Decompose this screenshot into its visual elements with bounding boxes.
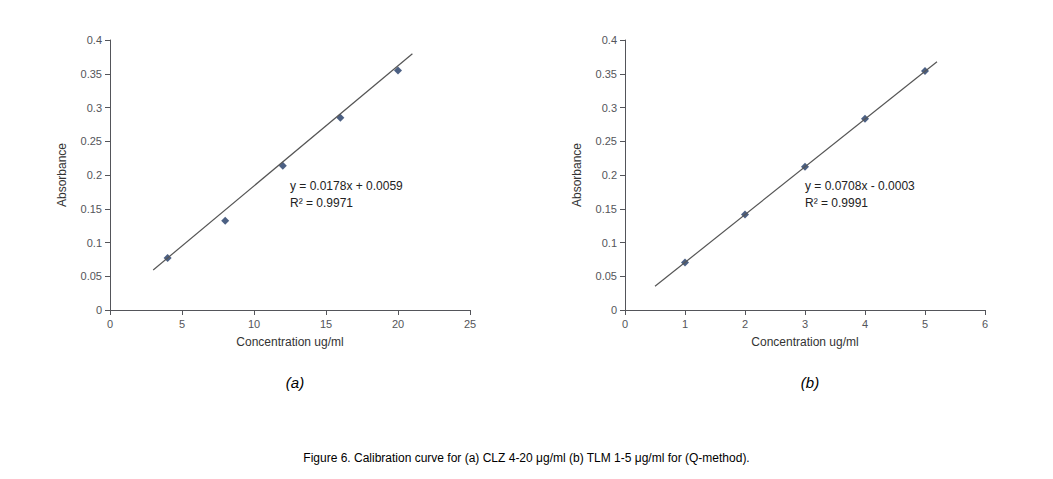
svg-text:y = 0.0708x - 0.0003: y = 0.0708x - 0.0003 xyxy=(805,179,915,193)
svg-text:0: 0 xyxy=(107,318,113,330)
svg-text:20: 20 xyxy=(392,318,404,330)
svg-text:R² = 0.9971: R² = 0.9971 xyxy=(290,196,353,210)
svg-text:0.05: 0.05 xyxy=(81,270,102,282)
svg-text:Figure 6. Calibration curve fo: Figure 6. Calibration curve for (a) CLZ … xyxy=(303,451,749,465)
svg-text:0.4: 0.4 xyxy=(602,34,617,46)
svg-text:0.25: 0.25 xyxy=(81,135,102,147)
svg-text:0.15: 0.15 xyxy=(81,203,102,215)
svg-text:1: 1 xyxy=(682,318,688,330)
svg-text:2: 2 xyxy=(742,318,748,330)
svg-text:(a): (a) xyxy=(286,374,304,391)
svg-text:0.05: 0.05 xyxy=(596,270,617,282)
svg-text:10: 10 xyxy=(248,318,260,330)
svg-text:R² = 0.9991: R² = 0.9991 xyxy=(805,196,868,210)
svg-text:4: 4 xyxy=(862,318,868,330)
svg-text:0: 0 xyxy=(96,304,102,316)
svg-text:0.3: 0.3 xyxy=(87,102,102,114)
svg-text:5: 5 xyxy=(922,318,928,330)
svg-text:Absorbance: Absorbance xyxy=(570,143,584,207)
svg-text:Concentration ug/ml: Concentration ug/ml xyxy=(236,335,343,349)
svg-text:3: 3 xyxy=(802,318,808,330)
svg-text:5: 5 xyxy=(179,318,185,330)
svg-text:Concentration ug/ml: Concentration ug/ml xyxy=(751,335,858,349)
svg-text:0.4: 0.4 xyxy=(87,34,102,46)
svg-text:0.3: 0.3 xyxy=(602,102,617,114)
svg-text:0.35: 0.35 xyxy=(81,68,102,80)
svg-text:25: 25 xyxy=(464,318,476,330)
svg-text:y = 0.0178x + 0.0059: y = 0.0178x + 0.0059 xyxy=(290,179,403,193)
svg-text:0.2: 0.2 xyxy=(602,169,617,181)
svg-text:0: 0 xyxy=(611,304,617,316)
svg-text:15: 15 xyxy=(320,318,332,330)
svg-text:Absorbance: Absorbance xyxy=(55,143,69,207)
svg-text:6: 6 xyxy=(982,318,988,330)
svg-text:(b): (b) xyxy=(801,374,819,391)
svg-text:0.25: 0.25 xyxy=(596,135,617,147)
svg-text:0.1: 0.1 xyxy=(87,237,102,249)
svg-text:0.2: 0.2 xyxy=(87,169,102,181)
svg-text:0: 0 xyxy=(622,318,628,330)
svg-text:0.35: 0.35 xyxy=(596,68,617,80)
svg-text:0.15: 0.15 xyxy=(596,203,617,215)
svg-text:0.1: 0.1 xyxy=(602,237,617,249)
